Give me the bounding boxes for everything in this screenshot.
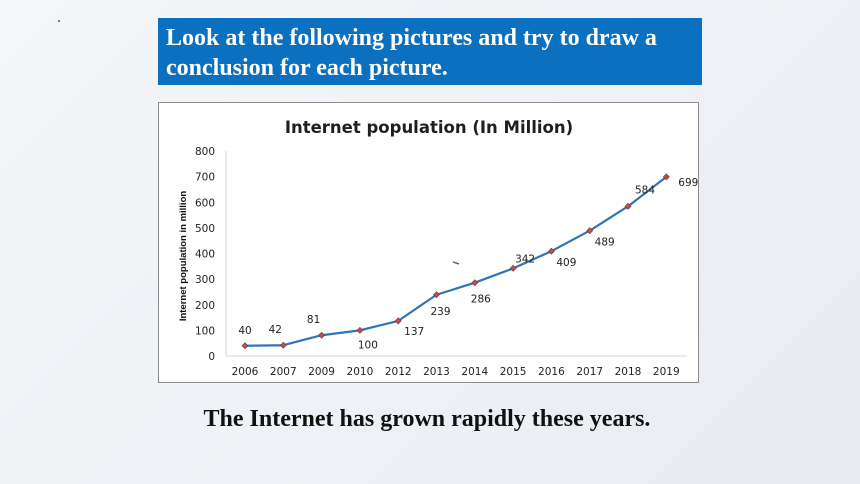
data-point xyxy=(318,331,326,339)
y-tick-label: 200 xyxy=(195,300,215,312)
line-chart: Internet population (In Million) Interne… xyxy=(178,118,698,378)
data-point xyxy=(624,202,632,210)
chart-frame: Internet population (In Million) Interne… xyxy=(158,102,699,383)
data-label: 489 xyxy=(595,237,615,249)
x-tick-label: 2006 xyxy=(232,366,259,378)
y-tick-label: 700 xyxy=(195,172,215,184)
x-tick-label: 2013 xyxy=(423,366,450,378)
stray-mark xyxy=(452,261,460,265)
instruction-line-1: Look at the following pictures and try t… xyxy=(166,25,657,51)
x-tick-label: 2019 xyxy=(653,366,680,378)
instruction-banner: Look at the following pictures and try t… xyxy=(158,18,702,85)
conclusion-text: The Internet has grown rapidly these yea… xyxy=(203,406,651,432)
data-point xyxy=(356,326,364,334)
x-tick-label: 2018 xyxy=(615,366,642,378)
data-point xyxy=(279,341,287,349)
data-label: 137 xyxy=(404,326,424,338)
y-axis-label: Internet population in million xyxy=(178,191,189,322)
data-label: 699 xyxy=(678,177,698,189)
x-tick-label: 2007 xyxy=(270,366,297,378)
data-point xyxy=(394,317,402,325)
x-tick-label: 2010 xyxy=(347,366,374,378)
chart-title: Internet population (In Million) xyxy=(285,118,573,137)
data-point xyxy=(433,291,440,299)
data-label: 239 xyxy=(430,306,450,318)
data-point xyxy=(547,247,555,255)
y-tick-label: 400 xyxy=(195,249,215,261)
data-point xyxy=(471,279,479,287)
x-tick-label: 2017 xyxy=(576,366,603,378)
data-label: 409 xyxy=(556,257,576,269)
y-tick-label: 0 xyxy=(208,351,215,363)
data-label: 100 xyxy=(358,339,378,351)
data-label: 40 xyxy=(238,325,251,337)
data-point xyxy=(586,227,594,235)
y-tick-label: 300 xyxy=(195,274,215,286)
y-tick-label: 800 xyxy=(195,146,215,158)
data-label: 584 xyxy=(635,184,655,196)
data-label: 342 xyxy=(515,253,535,265)
x-tick-label: 2009 xyxy=(308,366,335,378)
instruction-line-2: conclusion for each picture. xyxy=(166,55,448,81)
data-point xyxy=(241,342,249,350)
data-label: 286 xyxy=(471,294,491,306)
series-line xyxy=(244,176,667,347)
x-tick-label: 2012 xyxy=(385,366,412,378)
y-tick-label: 600 xyxy=(195,197,215,209)
data-label: 42 xyxy=(269,324,282,336)
slide-dot xyxy=(58,20,60,22)
x-tick-label: 2016 xyxy=(538,366,565,378)
x-tick-label: 2015 xyxy=(500,366,527,378)
data-point xyxy=(509,264,517,272)
y-tick-label: 500 xyxy=(195,223,215,235)
y-tick-label: 100 xyxy=(195,325,215,337)
data-point xyxy=(662,173,670,181)
x-tick-label: 2014 xyxy=(461,366,488,378)
data-label: 81 xyxy=(307,314,320,326)
